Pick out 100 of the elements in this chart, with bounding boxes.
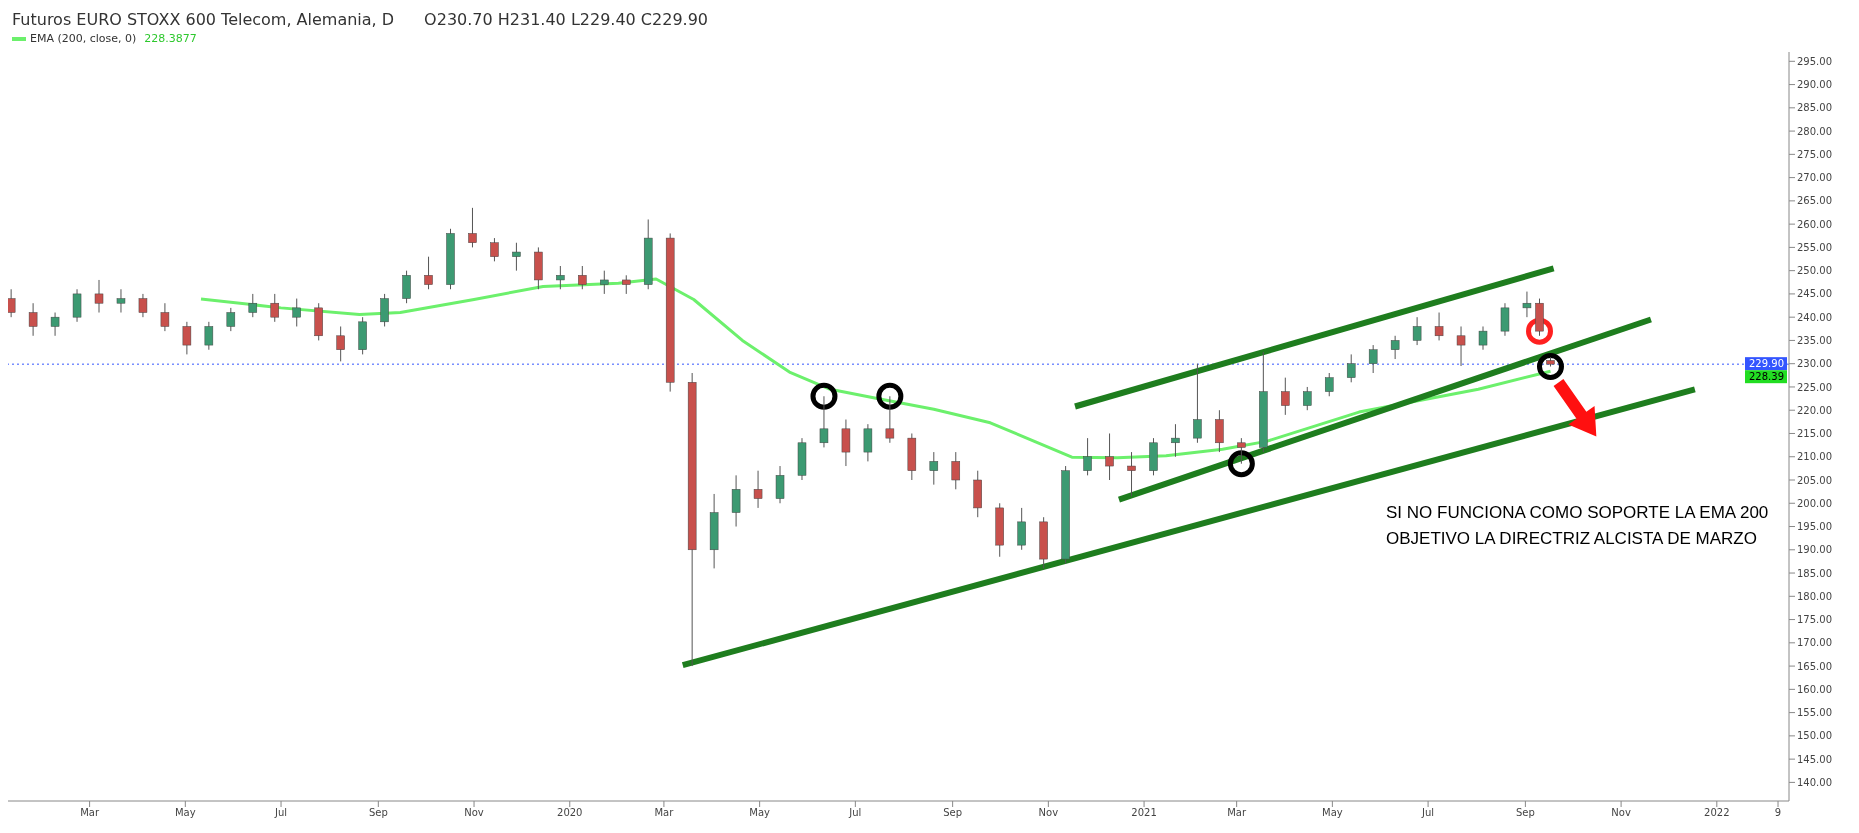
candlestick [1390,335,1400,360]
x-tick-label: Mar [654,807,675,819]
text: 228.3877 [144,32,197,45]
y-tick-label: 195.00 [1797,521,1832,533]
y-tick-label: 230.00 [1797,358,1832,370]
candlestick [841,419,851,467]
candlestick [731,474,741,528]
y-tick-label: 175.00 [1797,614,1832,626]
x-tick-label: May [749,807,771,819]
candlestick [490,237,499,262]
y-tick-label: 225.00 [1797,381,1832,393]
candlestick [292,298,301,327]
y-tick-label: 180.00 [1797,590,1832,602]
x-tick-label: Jul [848,807,862,819]
candlestick [468,207,477,248]
x-tick-label: Mar [1227,807,1247,819]
candlestick [1083,437,1092,476]
candlestick [1171,423,1180,458]
y-tick-label: 250.00 [1797,265,1832,277]
candlestick [248,293,258,318]
candlestick [50,312,60,337]
candlestick [1522,291,1532,318]
x-tick-label: 2020 [557,807,583,819]
chart-subtitle: O230.70 H231.40 L229.40 C229.90 [424,10,709,29]
y-tick-label: 220.00 [1797,404,1832,416]
candlestick [512,242,521,272]
x-tick-label: Sep [368,807,388,819]
candlestick [863,423,873,462]
x-tick-label: Mar [80,807,100,819]
candlestick [270,293,280,323]
y-tick-label: 205.00 [1797,474,1832,486]
candlestick [929,451,939,486]
y-tick-label: 265.00 [1797,195,1832,207]
x-tick-label: 2021 [1131,807,1157,819]
candlestick [1500,302,1510,337]
candlestick [1324,372,1334,397]
annotation: OBJETIVO LA DIRECTRIZ ALCISTA DE MARZO [1386,528,1758,550]
candlestick [1478,325,1488,351]
legend-label: EMA (200, close, 0) [30,32,137,45]
candlestick [402,270,411,304]
chart-title: Futuros EURO STOXX 600 Telecom, Alemania, D [12,10,395,29]
candlestick [1237,437,1246,465]
candlestick [1368,344,1378,374]
y-tick-label: 290.00 [1797,79,1832,91]
candlestick [138,293,148,318]
candlestick [556,265,565,290]
candlestick [1193,363,1202,444]
candlestick [1281,377,1290,416]
y-tick-label: 145.00 [1797,753,1832,765]
candlestick [226,307,236,332]
candlestick [819,395,829,448]
candlestick [622,274,631,295]
candlestick [775,465,785,504]
ref-line-label: 229.90 [1749,358,1784,370]
candlestick [1127,451,1136,497]
x-tick-label: Nov [464,807,484,819]
y-tick-label: 200.00 [1797,497,1832,509]
y-tick-label: 295.00 [1797,55,1832,67]
candlestick [753,470,763,509]
y-tick-label: 165.00 [1797,660,1832,672]
candlestick [951,451,961,490]
candlestick [116,288,126,314]
y-tick-label: 155.00 [1797,707,1832,719]
y-tick-label: 215.00 [1797,428,1832,440]
candlestick [72,288,82,323]
x-tick-label: Jul [274,807,288,819]
y-tick-label: 245.00 [1797,288,1832,300]
candlestick [1412,316,1422,346]
y-tick-label: 285.00 [1797,102,1832,114]
y-tick-label: 275.00 [1797,148,1832,160]
y-tick-label: 150.00 [1797,730,1832,742]
annotation: 228.39 [1749,371,1784,383]
candlestick [1434,312,1444,341]
y-tick-label: 140.00 [1797,776,1832,788]
candlestick [1303,386,1312,411]
candlestick [28,302,38,337]
y-tick-label: 235.00 [1797,334,1832,346]
y-tick-label: 210.00 [1797,451,1832,463]
x-tick-label: May [174,807,196,819]
candlestick [1346,353,1356,383]
candlestick [600,270,609,295]
x-tick-label: 2022 [1704,807,1730,819]
candlestick [380,293,389,327]
y-tick-label: 240.00 [1797,311,1832,323]
x-tick-label: Sep [943,807,963,819]
y-tick-label: 280.00 [1797,125,1832,137]
y-tick-label: 255.00 [1797,241,1832,253]
annotation: SI NO FUNCIONA COMO SOPORTE LA EMA 200 [1386,502,1769,524]
candlestick [578,265,587,290]
y-tick-label: 260.00 [1797,218,1832,230]
candlestick [885,395,895,444]
candlestick [1105,432,1114,481]
x-tick-label: Nov [1611,807,1631,819]
y-tick-label: 160.00 [1797,683,1832,695]
candlestick [1215,409,1224,453]
x-tick-label: Sep [1515,807,1535,819]
y-tick-label: 270.00 [1797,172,1832,184]
x-tick-label: May [1322,807,1343,819]
x-tick-label: Jul [1421,807,1435,819]
candlestick [8,288,16,318]
